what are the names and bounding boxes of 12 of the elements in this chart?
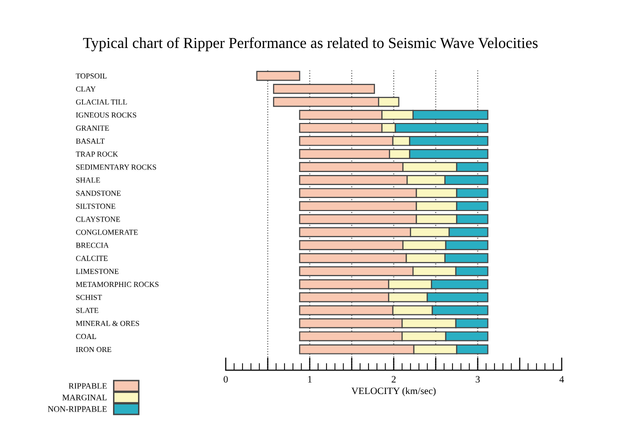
- x-tick-label: 2: [392, 376, 396, 382]
- chart-title: Typical chart of Ripper Performance as related to Seismic Wave Velocities: [83, 37, 538, 52]
- legend-label: RIPPABLE: [68, 383, 107, 389]
- x-axis-title: VELOCITY (km/sec): [351, 387, 436, 396]
- x-tick-label: 1: [308, 376, 312, 382]
- x-tick-label: 0: [224, 376, 228, 383]
- legend-label: MARGINAL: [62, 394, 107, 400]
- x-tick-label: 4: [559, 376, 564, 382]
- bar: [256, 70, 300, 81]
- x-tick-label: 3: [476, 376, 480, 383]
- bar: [273, 84, 375, 94]
- legend-label: NON-RIPPABLE: [48, 406, 107, 412]
